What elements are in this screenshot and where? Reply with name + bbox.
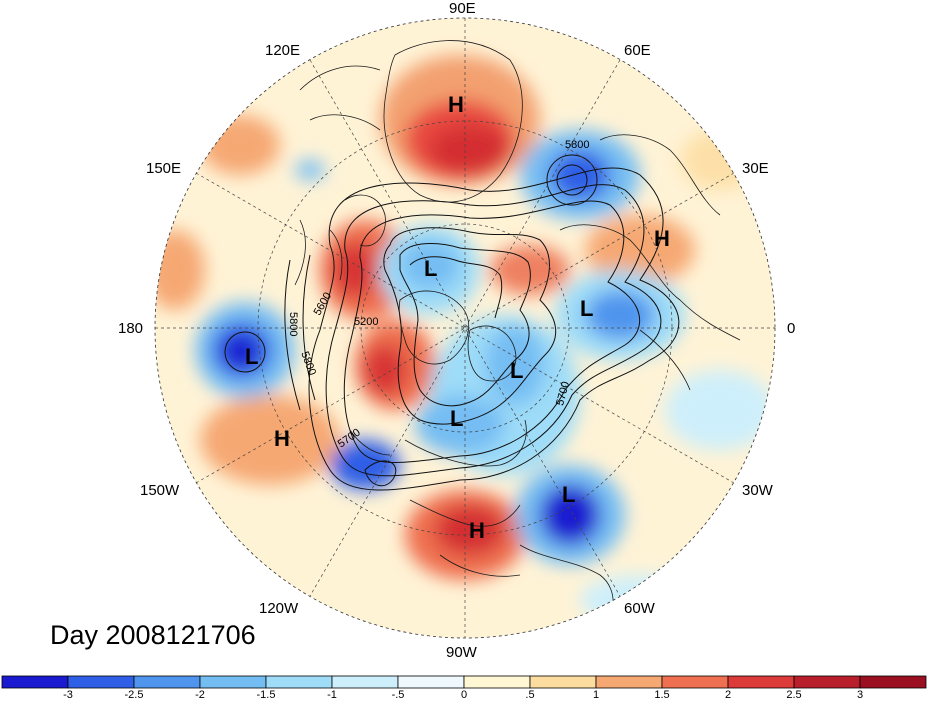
colorbar-swatch [1,675,69,689]
colorbar-swatch [331,675,399,689]
pressure-centers: H H L L L L L L H L H L [245,92,670,543]
colorbar-swatch [133,675,201,689]
colorbar-tick-label: -1 [327,689,337,701]
contour-label: 5200 [354,316,378,328]
high-center-marker: H [654,226,670,251]
lon-label-30w: 30W [742,482,773,499]
map-title: Day 2008121706 [50,620,256,650]
low-center-marker: L [510,358,523,383]
colorbar-tick-label: 2.5 [786,689,802,701]
colorbar [1,675,927,689]
colorbar-tick-label: -3 [63,689,73,701]
low-center-marker: L [450,406,463,431]
high-center-marker: H [469,518,485,543]
contour-label: 5800 [565,139,589,151]
lon-label-120w: 120W [259,600,299,617]
coastlines [294,40,741,636]
colorbar-swatch [463,675,531,689]
colorbar-tick-label: -.5 [391,689,405,701]
contour-label: 5800 [287,312,299,336]
colorbar-swatch [199,675,267,689]
colorbar-swatch [727,675,795,689]
colorbar-tick-label: 0 [460,689,468,701]
low-center-marker: L [580,296,593,321]
colorbar-tick-label: 1 [592,689,600,701]
lon-label-150w: 150W [140,482,180,499]
low-center-marker: L [562,482,575,507]
colorbar-tick-label: 1.5 [654,689,670,701]
lon-label-120e: 120E [265,42,301,59]
colorbar-tick-label: -1.5 [256,689,276,701]
colorbar-swatch [397,675,465,689]
lon-label-60w: 60W [624,600,655,617]
colorbar-tick-label: -2 [195,689,205,701]
colorbar-swatch [859,675,927,689]
colorbar-swatch [265,675,333,689]
height-contours [224,154,680,491]
graticule [155,18,775,638]
colorbar-swatch [529,675,597,689]
lon-label-180: 180 [118,320,144,337]
colorbar-tick-label: 3 [856,689,864,701]
lon-label-60e: 60E [624,42,651,59]
colorbar-swatch [67,675,135,689]
colorbar-tick-label: .5 [525,689,535,701]
low-center-marker: L [245,344,258,369]
lon-label-30e: 30E [742,160,769,177]
globe-border [154,17,776,639]
colorbar-swatch [793,675,861,689]
high-center-marker: H [274,426,290,451]
lon-label-90w: 90W [446,644,477,661]
high-center-marker: H [448,92,464,117]
anomaly-field [155,18,775,638]
colorbar-tick-label: -2.5 [124,689,144,701]
colorbar-tick-label: 2 [724,689,732,701]
colorbar-swatch [661,675,729,689]
lon-label-0: 0 [787,320,796,337]
lon-label-90e: 90E [449,0,476,17]
colorbar-swatch [595,675,663,689]
low-center-marker: L [424,256,437,281]
lon-label-150e: 150E [146,160,182,177]
